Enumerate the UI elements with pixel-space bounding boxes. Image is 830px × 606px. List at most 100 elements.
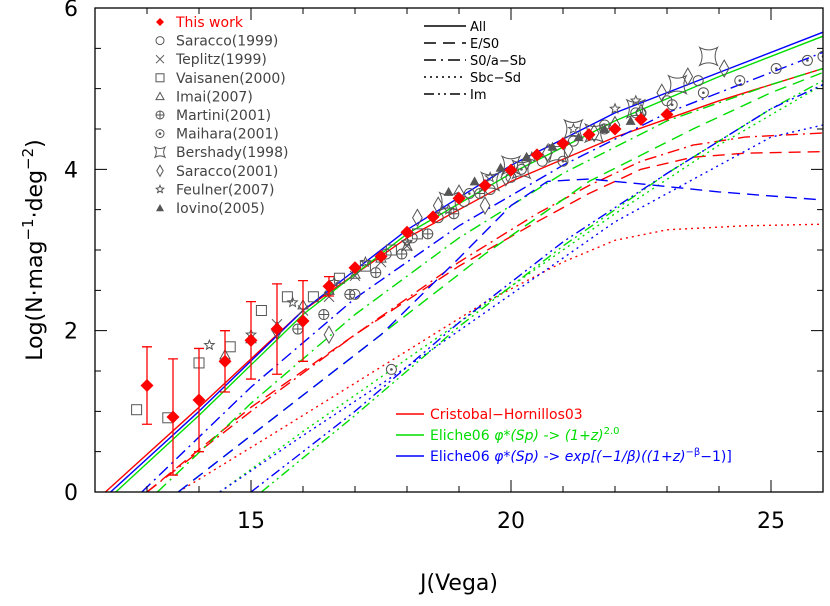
this-work-point (270, 322, 284, 336)
legend-label: Iovino(2005) (176, 201, 265, 217)
star-point (286, 296, 299, 308)
legend-entry: Feulner(2007) (155, 182, 274, 198)
this-work-point (348, 261, 362, 275)
this-work-point (140, 379, 154, 393)
style-legend-label: Im (470, 88, 487, 103)
circle-dot-point (770, 63, 782, 74)
model-2-im-curve (250, 83, 823, 492)
legend-entry: Saracco(2001) (156, 164, 278, 180)
this-work-point (634, 112, 648, 126)
star-point (400, 235, 414, 248)
this-work-point (296, 314, 310, 328)
legend-entry: Martini(2001) (155, 108, 271, 124)
circle-dot-point (463, 188, 475, 200)
square-point (307, 291, 319, 303)
star-point (328, 276, 341, 288)
circle-plus-legend-icon (155, 110, 165, 120)
star-point (359, 255, 372, 268)
model-legend-label: Cristobal−Hornillos03 (430, 407, 583, 423)
star-point (567, 122, 580, 135)
circle-dot-point (666, 99, 678, 111)
triangle-legend-icon (155, 91, 165, 101)
y-tick-label: 4 (64, 158, 78, 183)
triangle-filled-point (573, 132, 584, 142)
circle-dot-point (385, 363, 397, 375)
legend-entry: This work (156, 15, 244, 31)
model-0-all-curve (104, 67, 823, 492)
model-0-e-s0-curve (146, 150, 823, 492)
style-legend-label: Sbc−Sd (470, 71, 521, 86)
square-point (359, 260, 371, 272)
model-2-e-s0-curve (177, 178, 823, 492)
triangle-filled-point (625, 115, 636, 125)
square-point (131, 404, 143, 416)
this-work-point (400, 225, 414, 239)
style-legend-entry: Im (424, 88, 487, 103)
legend-label: Saracco(1999) (176, 34, 278, 50)
square-legend-icon (155, 73, 165, 83)
x-tick-label: 20 (497, 509, 525, 534)
diamond-point (718, 59, 730, 78)
this-work-point (218, 354, 232, 368)
circle-plus-point (344, 288, 356, 300)
diamond-legend-icon (156, 164, 164, 178)
x-tick-label: 25 (757, 509, 785, 534)
this-work-point (608, 122, 622, 136)
square-point (224, 341, 236, 353)
triangle-filled-point (599, 124, 610, 133)
circle-dot-point (697, 87, 709, 99)
legend-entry: Imai(2007) (155, 89, 253, 105)
this-work-point (556, 137, 570, 151)
this-work-point (374, 249, 388, 263)
triangle-filled-point (443, 186, 454, 196)
diamond-point (412, 208, 423, 228)
style-legend-label: S0/a−Sb (470, 54, 526, 69)
model-1-sbc-sd-curve (219, 83, 823, 492)
cross-point (323, 291, 335, 303)
triangle-filled-legend-icon (156, 204, 164, 212)
star-point (203, 338, 216, 351)
model-legend-label: Eliche06 φ*(Sp) -> (1+z)2.0 (430, 426, 620, 444)
legend-entry: Saracco(1999) (155, 34, 278, 50)
diamond-filled-legend-icon (156, 18, 164, 26)
model-2-sbc-sd-curve (219, 124, 823, 492)
model-curves (104, 31, 823, 492)
style-legend-entry: E/S0 (424, 37, 499, 52)
this-work-point (660, 107, 674, 121)
diamond-point (656, 83, 668, 103)
circle-plus-point (370, 267, 382, 279)
legend-entry: Vaisanen(2000) (155, 71, 286, 87)
style-legend-entry: S0/a−Sb (424, 54, 526, 69)
triangle-filled-point (495, 162, 506, 172)
plot-frame: 15 20 25 0 2 4 6 J(Vega) Log(N·mag−1·deg−2) (19, 0, 824, 596)
legend: This work Saracco(1999) Teplitz(1999) Vaisa… (153, 15, 732, 465)
diamond-point (479, 196, 491, 216)
model-legend-entry: Eliche06 φ*(Sp) -> exp[(−1/β)((1+z)−β−1)… (396, 447, 732, 465)
circle-legend-icon (155, 36, 165, 46)
y-tick-label: 0 (64, 481, 78, 506)
star-point (608, 102, 622, 114)
star-point (629, 94, 642, 106)
style-legend-entry: Sbc−Sd (424, 71, 521, 86)
model-1-im-curve (260, 79, 823, 492)
model-2-s0-a-sb-curve (141, 51, 823, 492)
this-work-point (244, 333, 258, 347)
this-work-point (582, 128, 596, 142)
legend-label: This work (175, 15, 244, 31)
model-0-sbc-sd-curve (177, 223, 823, 492)
this-work-point (166, 410, 180, 424)
legend-label: Saracco(2001) (176, 164, 278, 180)
circle-plus-point (422, 228, 434, 240)
legend-label: Maihara(2001) (176, 127, 279, 143)
triangle-point (349, 268, 361, 279)
concave-square-point (563, 118, 584, 140)
y-tick-label: 2 (64, 320, 78, 345)
legend-entry: Teplitz(1999) (155, 52, 267, 68)
legend-label: Bershady(1998) (176, 145, 288, 161)
circle-dot-point (734, 75, 746, 87)
square-point (385, 244, 397, 256)
cross-legend-icon (155, 54, 165, 64)
circle-dot-legend-icon (155, 129, 165, 139)
legend-entry: Iovino(2005) (156, 201, 265, 217)
